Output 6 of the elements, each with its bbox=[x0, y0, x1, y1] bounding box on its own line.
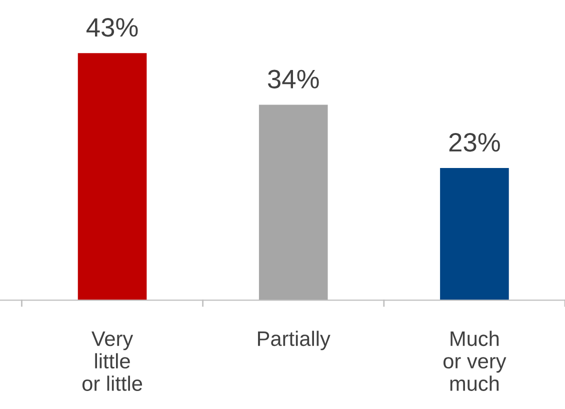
x-tick-label: Partially bbox=[258, 330, 330, 350]
data-label: 23% bbox=[449, 133, 500, 152]
x-tick-label: Much or very much bbox=[444, 330, 506, 391]
data-label: 43% bbox=[86, 18, 138, 37]
data-label: 34% bbox=[268, 70, 319, 88]
x-tick-label: Very little or little bbox=[82, 332, 142, 391]
